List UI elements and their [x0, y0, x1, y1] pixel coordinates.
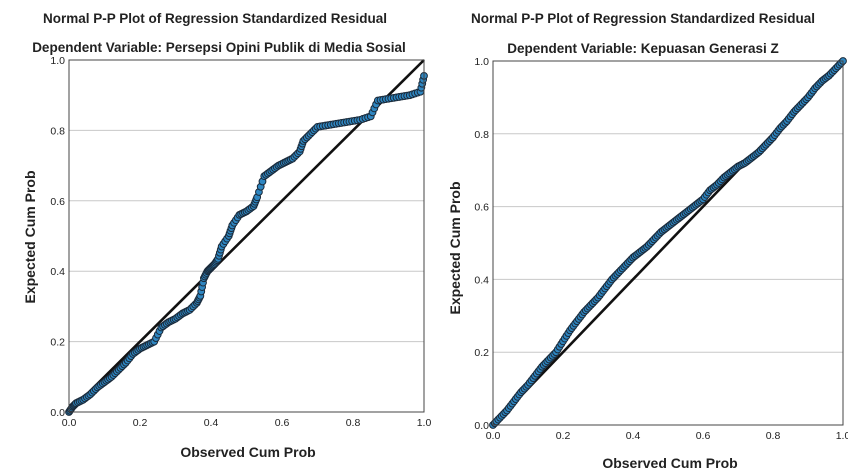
chart-left-title: Normal P-P Plot of Regression Standardiz… — [43, 11, 387, 26]
x-tick-label: 0.6 — [275, 417, 290, 429]
y-tick-label: 0.4 — [50, 266, 65, 278]
x-tick-label: 0.4 — [626, 430, 641, 442]
chart-left-ylabel: Expected Cum Prob — [22, 170, 38, 303]
chart-left-points — [65, 71, 428, 416]
x-tick-label: 0.6 — [696, 430, 711, 442]
y-tick-label: 0.2 — [474, 347, 489, 359]
y-tick-label: 0.4 — [474, 274, 489, 286]
chart-right-points — [489, 57, 847, 429]
x-tick-label: 0.4 — [204, 417, 219, 429]
x-tick-label: 0.8 — [766, 430, 781, 442]
y-tick-label: 0.6 — [474, 202, 489, 214]
chart-left-xlabel: Observed Cum Prob — [180, 444, 315, 460]
y-tick-label: 1.0 — [474, 56, 489, 68]
y-tick-label: 0.6 — [50, 196, 65, 208]
x-tick-label: 0.2 — [556, 430, 571, 442]
x-tick-label: 1.0 — [417, 417, 432, 429]
chart-left-plot-frame — [68, 59, 425, 413]
y-tick-label: 0.8 — [474, 129, 489, 141]
y-tick-label: 1.0 — [50, 55, 65, 67]
chart-right-tick-labels: 0.0 0.2 0.4 0.6 0.8 1.0 0.0 0.2 0.4 0.6 0.8 1.0 — [474, 56, 848, 442]
y-tick-label: 0.0 — [474, 420, 489, 432]
chart-right-ylabel: Expected Cum Prob — [447, 181, 463, 314]
x-tick-label: 0.8 — [346, 417, 361, 429]
chart-right-subtitle: Dependent Variable: Kepuasan Generasi Z — [507, 41, 779, 56]
chart-right-title: Normal P-P Plot of Regression Standardiz… — [471, 11, 815, 26]
x-tick-label: 0.0 — [62, 417, 77, 429]
chart-left-tick-labels: 0.0 0.2 0.4 0.6 0.8 1.0 0.0 0.2 0.4 0.6 0.8 1.0 — [50, 55, 431, 429]
chart-right-xlabel: Observed Cum Prob — [602, 455, 737, 471]
x-tick-label: 1.0 — [836, 430, 848, 442]
x-tick-label: 0.2 — [133, 417, 148, 429]
y-tick-label: 0.8 — [50, 125, 65, 137]
x-tick-label: 0.0 — [486, 430, 501, 442]
chart-right: Normal P-P Plot of Regression Standardiz… — [447, 11, 848, 471]
y-tick-label: 0.0 — [50, 407, 65, 419]
chart-right-plot-frame — [492, 60, 844, 426]
chart-left-gridlines — [69, 129, 424, 343]
y-tick-label: 0.2 — [50, 337, 65, 349]
chart-left: Normal P-P Plot of Regression Standardiz… — [22, 11, 431, 460]
chart-left-subtitle: Dependent Variable: Persepsi Opini Publi… — [32, 40, 406, 55]
